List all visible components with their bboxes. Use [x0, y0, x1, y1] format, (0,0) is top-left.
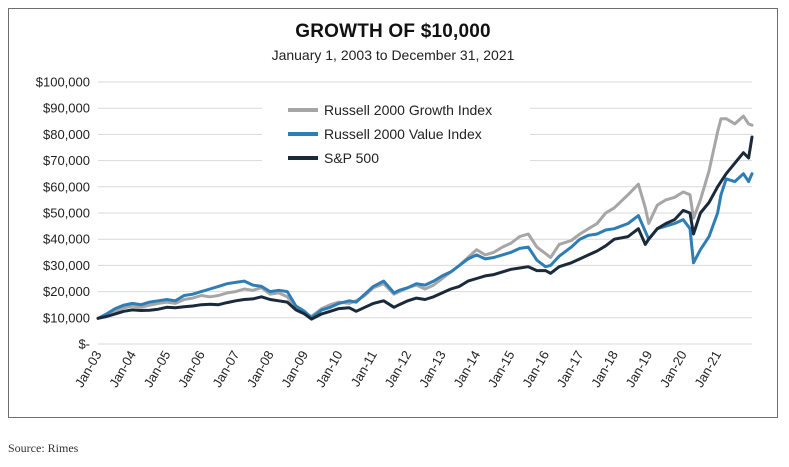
- x-tick-label: Jan-17: [554, 348, 587, 390]
- y-tick-label: $90,000: [43, 101, 90, 116]
- x-tick-label: Jan-03: [72, 348, 105, 390]
- x-tick-label: Jan-04: [106, 348, 139, 390]
- y-tick-label: $50,000: [43, 206, 90, 221]
- legend-label: Russell 2000 Growth Index: [324, 102, 492, 118]
- series-line-2: [96, 135, 754, 321]
- legend-label: Russell 2000 Value Index: [324, 126, 482, 142]
- chart-subtitle: January 1, 2003 to December 31, 2021: [271, 47, 515, 63]
- y-tick-label: $60,000: [43, 179, 90, 194]
- x-tick-label: Jan-20: [657, 348, 690, 390]
- x-tick-label: Jan-07: [209, 348, 242, 390]
- y-tick-label: $40,000: [43, 232, 90, 247]
- x-tick-label: Jan-19: [622, 348, 655, 390]
- series-line-1: [96, 172, 754, 320]
- series-line-0: [96, 114, 754, 320]
- x-tick-label: Jan-13: [416, 348, 449, 390]
- x-tick-label: Jan-09: [278, 348, 311, 390]
- x-tick-label: Jan-21: [691, 348, 724, 390]
- y-axis-ticks: $- $10,000 $20,000 $30,000 $40,000 $50,000 $60…: [36, 75, 90, 352]
- y-tick-label: $80,000: [43, 127, 90, 142]
- y-tick-label: $20,000: [43, 284, 90, 299]
- x-tick-label: Jan-18: [588, 348, 621, 390]
- y-tick-label: $10,000: [43, 310, 90, 325]
- x-tick-label: Jan-06: [175, 348, 208, 390]
- source-note: Source: Rimes: [8, 441, 79, 455]
- series-lines: [96, 114, 754, 321]
- x-tick-label: Jan-05: [141, 348, 174, 390]
- x-tick-label: Jan-10: [313, 348, 346, 390]
- x-axis-ticks: Jan-03 Jan-04 Jan-05 Jan-06 Jan-07 Jan-08 Jan-…: [72, 348, 724, 390]
- y-tick-label: $70,000: [43, 153, 90, 168]
- x-tick-label: Jan-12: [382, 348, 415, 390]
- x-tick-label: Jan-16: [519, 348, 552, 390]
- y-tick-label: $100,000: [36, 75, 90, 90]
- growth-chart: $- $10,000 $20,000 $30,000 $40,000 $50,000 $60…: [36, 75, 754, 390]
- x-tick-label: Jan-14: [450, 348, 483, 390]
- chart-title: GROWTH OF $10,000: [295, 21, 491, 42]
- y-tick-label: $30,000: [43, 258, 90, 273]
- legend-label: S&P 500: [324, 150, 379, 166]
- x-tick-label: Jan-15: [485, 348, 518, 390]
- x-tick-label: Jan-11: [348, 348, 380, 389]
- y-tick-label: $-: [78, 337, 90, 352]
- x-tick-label: Jan-08: [244, 348, 277, 390]
- legend: Russell 2000 Growth Index Russell 2000 Va…: [262, 95, 530, 170]
